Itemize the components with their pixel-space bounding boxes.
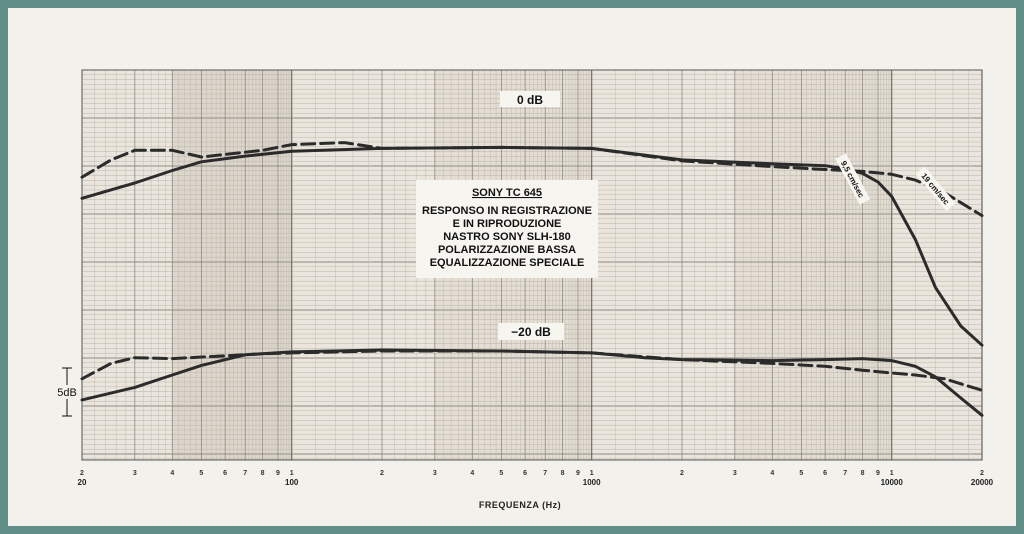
series-line-95cms-0db [80,145,984,347]
speed-label-95-background [835,153,871,205]
x-tick-label: 9 [876,470,880,477]
x-tick-label: 7 [543,470,547,477]
x-tick-label: 1 [890,470,894,477]
x-tick-label: 5 [799,470,803,477]
x-decade-label: 1000 [583,478,601,487]
grid-band [734,70,892,460]
x-tick-label: 6 [823,470,827,477]
annotation-line-2: E IN RIPRODUZIONE [453,218,562,230]
chart-frame: 2 3 4 5 6 7 8 9 1 2 3 4 5 6 7 8 9 1 2 3 4 5 6 7 8 9 1 2 20 100 1000 100… [8,8,1016,526]
annotation-line-3: NASTRO SONY SLH-180 [443,231,571,243]
x-decade-label: 20000 [971,478,994,487]
x-tick-label: 5 [199,470,203,477]
series-line-19cms-minus20db [80,349,984,392]
x-tick-label: 9 [576,470,580,477]
x-tick-label: 2 [680,470,684,477]
annotation-model: SONY TC 645 [472,187,542,199]
x-tick-label: 1 [290,470,294,477]
annotation-line-5: EQUALIZZAZIONE SPECIALE [430,257,585,269]
x-tick-label: 2 [380,470,384,477]
series-line-19cms-0db [80,141,984,218]
scale-label: 5dB [57,387,77,399]
x-tick-label: 4 [470,470,474,477]
x-decade-label: 10000 [881,478,904,487]
grid-band [172,70,292,460]
x-tick-label: 4 [770,470,774,477]
x-tick-label: 9 [276,470,280,477]
label-minus20db-background [498,323,564,340]
frequency-response-chart: 2 3 4 5 6 7 8 9 1 2 3 4 5 6 7 8 9 1 2 3 4 5 6 7 8 9 1 220 100 1000 100… [57,69,994,510]
x-tick-label: 3 [433,470,437,477]
x-tick-label: 8 [561,470,565,477]
x-tick-label: 2 [80,470,84,477]
x-tick-label: 3 [133,470,137,477]
x-tick-labels: 2 3 4 5 6 7 8 9 1 2 3 4 5 6 7 8 9 1 2 3 4 5 6 7 8 9 1 220 100 1000 100… [78,470,994,487]
annotation-box: SONY TC 645 RESPONSO IN REGISTRAZIONE E … [416,180,598,278]
x-tick-label: 7 [243,470,247,477]
plot-border [81,69,983,461]
scale-bar: 5dB [57,367,77,417]
x-tick-label: 6 [523,470,527,477]
grid [81,69,983,461]
x-decade-label: 20 [78,478,87,487]
x-tick-label: 7 [843,470,847,477]
label-0db-background [500,91,560,107]
x-tick-label: 3 [733,470,737,477]
x-decade-label: 100 [285,478,299,487]
annotation-background [416,180,598,278]
x-tick-label: 5 [499,470,503,477]
series-line-95cms-minus20db [80,348,984,417]
x-tick-label: 1 [590,470,594,477]
x-tick-label: 6 [223,470,227,477]
x-tick-label: 8 [261,470,265,477]
series-lines [80,141,984,417]
x-tick-label: 8 [861,470,865,477]
annotation-line-4: POLARIZZAZIONE BASSA [438,244,576,256]
label-minus20db: −20 dB [511,325,551,339]
x-axis-title: FREQUENZA (Hz) [479,500,561,510]
annotation-line-1: RESPONSO IN REGISTRAZIONE [422,205,592,217]
x-tick-label: 2 [980,470,984,477]
speed-label-19-background [915,166,956,211]
label-0db: 0 dB [517,93,543,107]
x-tick-label: 4 [170,470,174,477]
